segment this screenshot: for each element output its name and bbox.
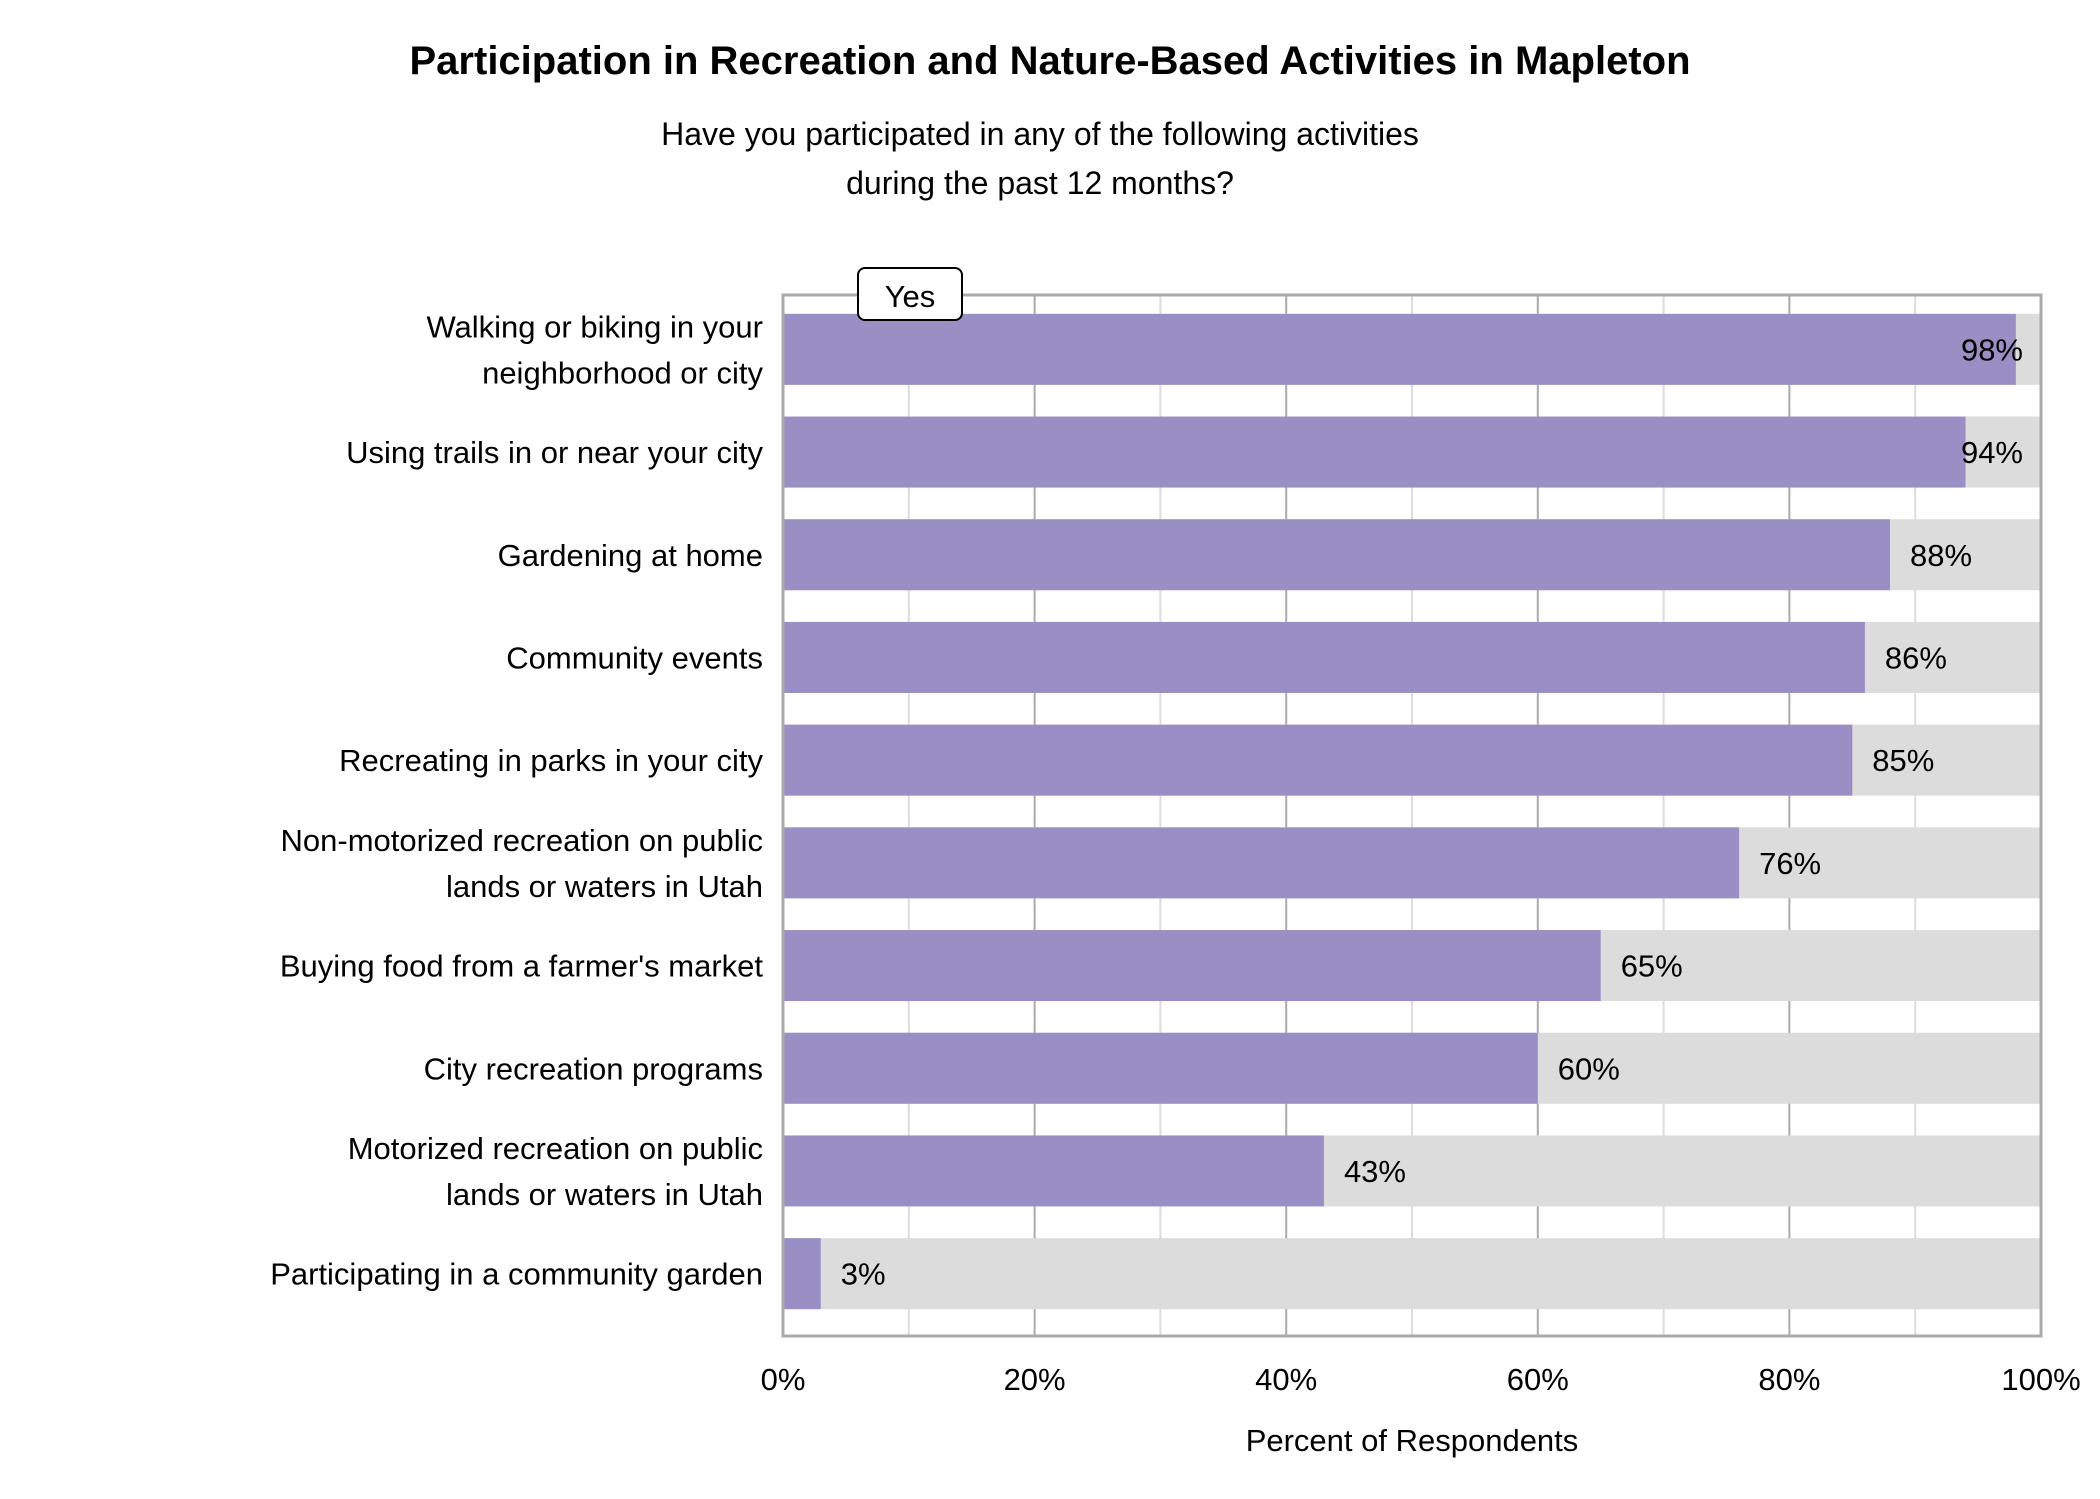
bar-yes [783, 930, 1601, 1002]
x-axis-label: Percent of Respondents [1246, 1423, 1579, 1458]
category-label: Motorized recreation on public [348, 1131, 763, 1166]
legend: Yes [857, 267, 963, 321]
category-label: Non-motorized recreation on public [281, 823, 763, 858]
bar-yes [783, 724, 1853, 796]
x-axis-ticks: 0% 20% 40% 60% 80% 100% [761, 1362, 2081, 1397]
category-label: Walking or biking in your [426, 309, 763, 344]
bar-yes [783, 621, 1865, 693]
x-tick-label: 100% [2001, 1362, 2080, 1397]
category-label: Gardening at home [498, 538, 763, 573]
data-label: 88% [1910, 538, 1972, 573]
legend-label-yes: Yes [885, 279, 936, 314]
category-label: Community events [506, 640, 763, 675]
data-label: 60% [1558, 1051, 1620, 1086]
data-label: 43% [1344, 1154, 1406, 1189]
x-tick-label: 60% [1507, 1362, 1569, 1397]
data-label: 94% [1961, 435, 2023, 470]
plot-frame [781, 293, 2043, 1338]
chart-title: Participation in Recreation and Nature-B… [410, 39, 1691, 83]
x-tick-label: 0% [761, 1362, 806, 1397]
bar-yes [783, 519, 1891, 591]
category-label: lands or waters in Utah [446, 1177, 763, 1212]
data-label: 76% [1759, 846, 1821, 881]
category-label: Recreating in parks in your city [339, 743, 763, 778]
bar-yes [783, 416, 1966, 488]
category-label: Using trails in or near your city [346, 435, 763, 470]
x-tick-label: 40% [1255, 1362, 1317, 1397]
bar-yes [783, 1238, 821, 1310]
data-label: 98% [1961, 332, 2023, 367]
bar-yes [783, 1032, 1538, 1104]
chart-subtitle-line-2: during the past 12 months? [846, 165, 1234, 201]
bar-background [783, 1238, 2041, 1310]
category-label: Participating in a community garden [270, 1257, 763, 1292]
bar-yes [783, 313, 2016, 385]
category-label: neighborhood or city [482, 355, 763, 390]
chart-subtitle-line-1: Have you participated in any of the foll… [661, 116, 1419, 152]
category-label: lands or waters in Utah [446, 869, 763, 904]
bar-yes [783, 1135, 1324, 1207]
legend-box [857, 267, 963, 321]
bars: 98% 94% 88% 86% 85% 76% 65% 60% 43% 3% [783, 313, 2041, 1310]
category-label: Buying food from a farmer's market [280, 949, 764, 984]
category-label: City recreation programs [424, 1051, 763, 1086]
data-label: 3% [841, 1257, 886, 1292]
x-tick-label: 80% [1758, 1362, 1820, 1397]
data-label: 65% [1621, 949, 1683, 984]
x-tick-label: 20% [1004, 1362, 1066, 1397]
data-label: 86% [1885, 640, 1947, 675]
bar-yes [783, 827, 1740, 899]
category-labels: Walking or biking in your neighborhood or… [270, 309, 763, 1291]
data-label: 85% [1872, 743, 1934, 778]
